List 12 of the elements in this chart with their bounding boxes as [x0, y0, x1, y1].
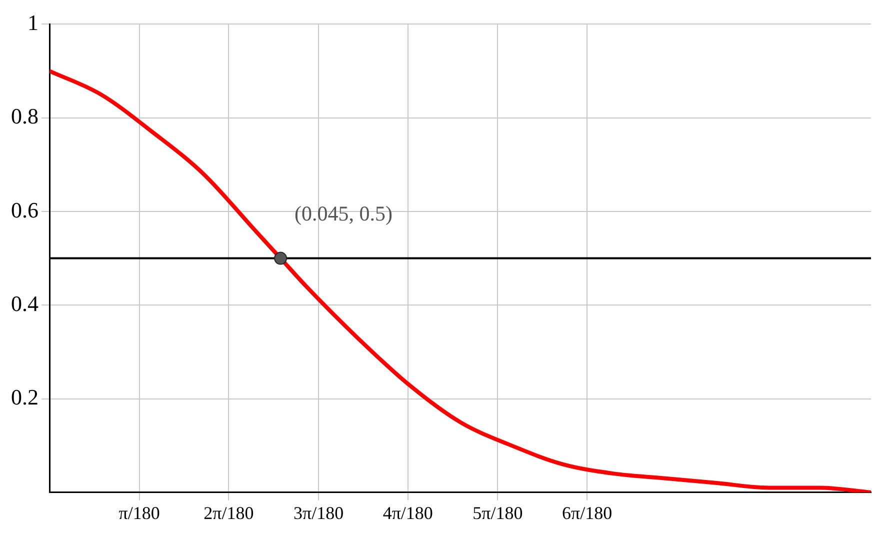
- x-tick-label: 6π/180: [562, 502, 612, 523]
- x-tick-label: 5π/180: [472, 502, 523, 523]
- y-tick-label: 0.6: [11, 197, 38, 222]
- x-tick-label: 2π/180: [204, 502, 254, 523]
- y-tick-label: 1: [28, 10, 38, 35]
- y-tick-label: 0.4: [11, 290, 38, 316]
- x-tick-label: 4π/180: [382, 502, 433, 523]
- x-tick-label: π/180: [118, 502, 160, 523]
- y-tick-label: 0.8: [11, 104, 38, 129]
- y-tick-label: 0.2: [11, 384, 38, 410]
- x-tick-label: 3π/180: [293, 502, 344, 523]
- annotation: (0.045, 0.5): [294, 201, 393, 226]
